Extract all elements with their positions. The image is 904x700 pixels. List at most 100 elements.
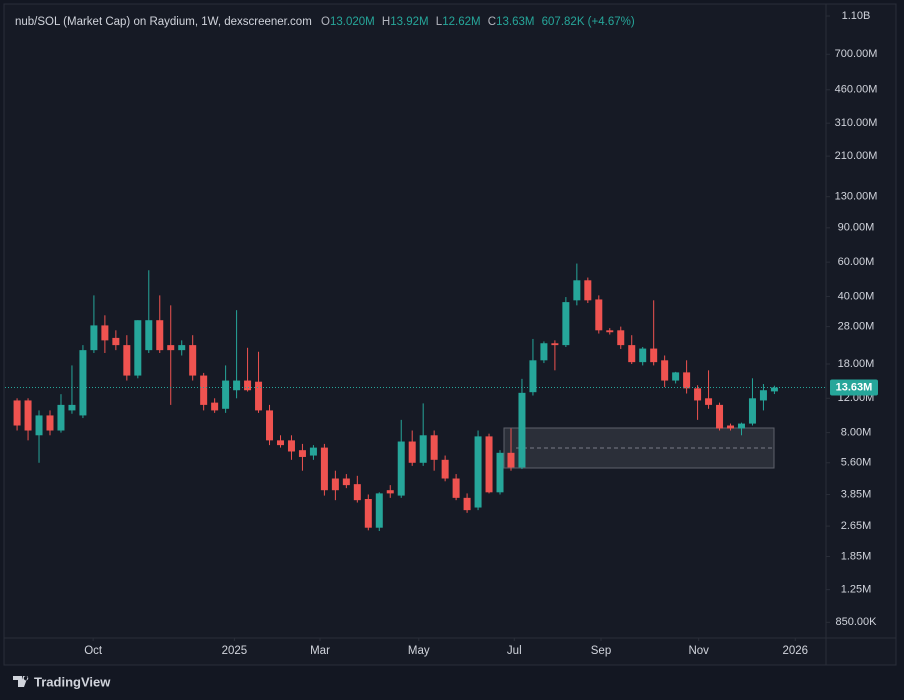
candle-body xyxy=(156,320,164,351)
candle-body xyxy=(244,380,252,391)
candles xyxy=(13,263,778,532)
candle-body xyxy=(628,345,636,363)
change: 607.82K (+4.67%) xyxy=(542,16,635,28)
candle-body xyxy=(617,330,625,346)
candle-body xyxy=(737,423,745,429)
y-tick-label: 5.60M xyxy=(841,457,872,469)
candle-body xyxy=(430,435,438,460)
candle-body xyxy=(353,484,361,501)
candle-body xyxy=(233,380,241,391)
candle-body xyxy=(727,425,735,429)
c-label: C xyxy=(488,16,496,28)
brand-logo xyxy=(13,676,29,687)
candle-body xyxy=(79,350,87,416)
price-label: 13.63M xyxy=(836,381,873,393)
candle-body xyxy=(211,402,219,411)
candle-body xyxy=(46,415,54,431)
candle-body xyxy=(145,320,153,351)
candle-body xyxy=(529,360,537,393)
candle-body xyxy=(397,441,405,496)
candle-body xyxy=(452,478,460,498)
candle-body xyxy=(474,436,482,508)
y-tick-label: 8.00M xyxy=(841,427,872,439)
candle-body xyxy=(266,410,274,441)
candle-body xyxy=(320,447,328,491)
candle-body xyxy=(661,360,669,381)
x-tick-label: May xyxy=(408,645,430,657)
candle-body xyxy=(35,415,43,436)
candle-body xyxy=(331,478,339,491)
candle-body xyxy=(672,372,680,381)
y-tick-label: 2.65M xyxy=(841,520,872,532)
candle-body xyxy=(298,450,306,457)
y-tick-label: 40.00M xyxy=(838,290,875,302)
candle-body xyxy=(551,343,559,346)
candle-body xyxy=(705,398,713,405)
candle-body xyxy=(342,478,350,486)
candle-body xyxy=(375,493,383,528)
candle-body xyxy=(650,348,658,363)
h-label: H xyxy=(382,16,390,28)
candle-body xyxy=(112,337,120,346)
candle-body xyxy=(57,404,65,431)
x-tick-label: Nov xyxy=(688,645,709,657)
candle-body xyxy=(759,390,767,401)
x-tick-label: Mar xyxy=(310,645,330,657)
candle-body xyxy=(573,280,581,301)
candle-body xyxy=(485,436,493,493)
candle-body xyxy=(13,400,21,426)
x-tick-label: Oct xyxy=(84,645,103,657)
y-tick-label: 700.00M xyxy=(835,48,878,60)
candle-body xyxy=(222,380,230,409)
y-tick-label: 210.00M xyxy=(835,150,878,162)
x-tick-label: Sep xyxy=(591,645,611,657)
y-tick-label: 1.25M xyxy=(841,584,872,596)
candle-body xyxy=(770,387,778,392)
l-value: 12.62M xyxy=(442,16,480,28)
candle-body xyxy=(716,404,724,429)
candle-body xyxy=(540,343,548,361)
x-tick-label: Jul xyxy=(507,645,522,657)
candle-body xyxy=(683,372,691,389)
price-badge xyxy=(830,379,878,396)
y-tick-label: 310.00M xyxy=(835,117,878,129)
l-label: L xyxy=(436,16,443,28)
y-tick-label: 1.10B xyxy=(842,10,871,22)
candle-body xyxy=(386,490,394,494)
candle-body xyxy=(287,440,295,452)
y-tick-label: 28.00M xyxy=(838,321,875,333)
y-tick-label: 1.85M xyxy=(841,550,872,562)
candle-body xyxy=(694,388,702,401)
candle-body xyxy=(255,381,263,411)
candle-body xyxy=(364,498,372,528)
symbol: nub/SOL (Market Cap) on Raydium, 1W, dex… xyxy=(15,16,312,28)
candle-body xyxy=(496,452,504,493)
candle-body xyxy=(463,497,471,511)
brand[interactable]: TradingView xyxy=(34,674,111,689)
y-tick-label: 90.00M xyxy=(838,222,875,234)
y-tick-label: 18.00M xyxy=(838,358,875,370)
candle-body xyxy=(595,299,603,331)
candle-body xyxy=(507,452,515,468)
candle-body xyxy=(200,375,208,405)
candle-body xyxy=(189,345,197,376)
candle-body xyxy=(748,398,756,424)
y-tick-label: 850.00K xyxy=(836,616,878,628)
y-tick-label: 60.00M xyxy=(838,256,875,268)
h-value: 13.92M xyxy=(390,16,428,28)
panel xyxy=(3,3,897,666)
header: nub/SOL (Market Cap) on Raydium, 1W, dex… xyxy=(15,16,635,28)
candle-body xyxy=(518,392,526,468)
candle-body xyxy=(167,345,175,351)
o-value: 13.020M xyxy=(330,16,375,28)
candle-body xyxy=(134,320,142,376)
candle-body xyxy=(419,435,427,463)
y-tick-label: 460.00M xyxy=(835,84,878,96)
candle-body xyxy=(606,330,614,333)
candle-body xyxy=(123,345,131,376)
candle-body xyxy=(101,325,109,341)
y-tick-label: 130.00M xyxy=(835,191,878,203)
c-value: 13.63M xyxy=(496,16,534,28)
x-tick-label: 2025 xyxy=(222,645,248,657)
